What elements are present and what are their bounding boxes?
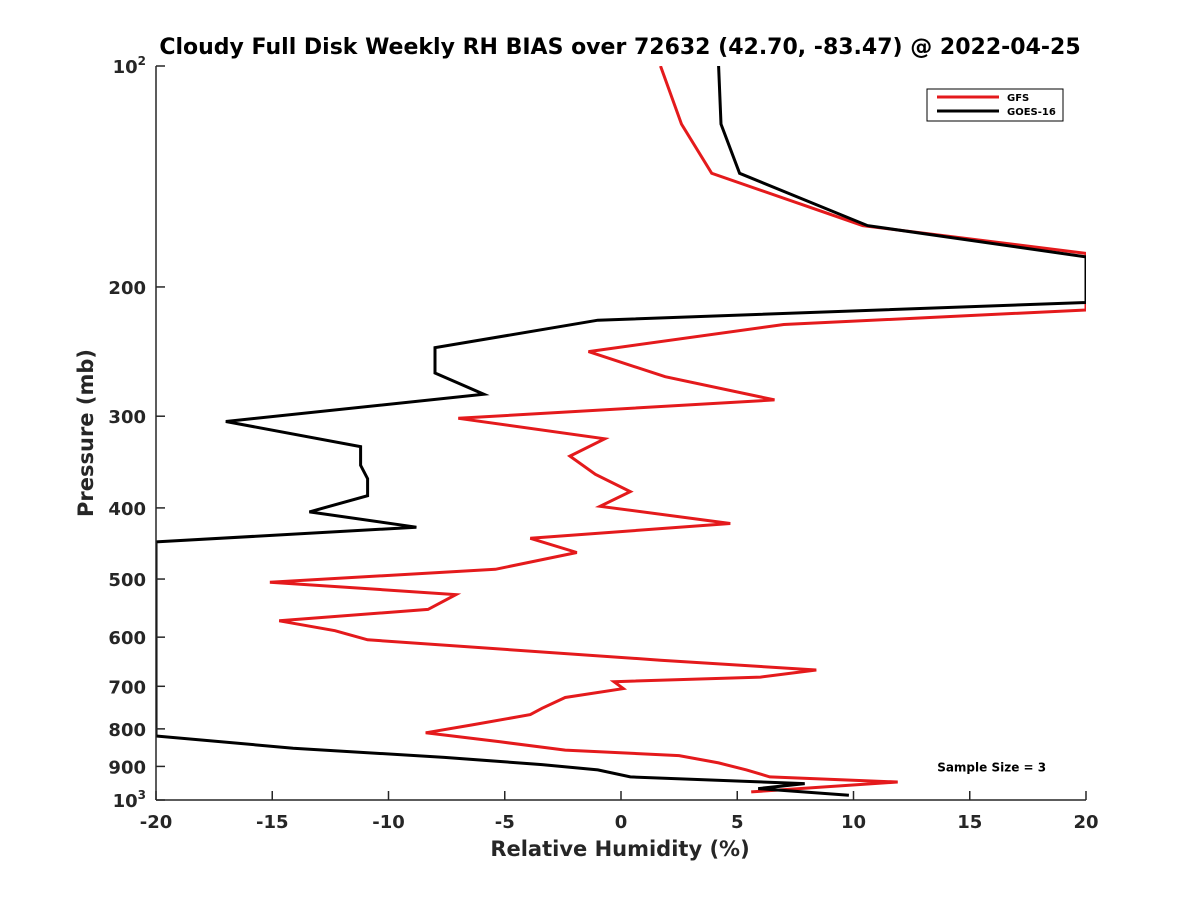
- y-tick-label: 102: [113, 54, 146, 78]
- x-tick-label: 10: [841, 812, 866, 833]
- x-tick-label: 5: [731, 812, 744, 833]
- x-tick-label: -15: [256, 812, 289, 833]
- legend-label: GFS: [1007, 93, 1029, 104]
- x-tick-label: -5: [495, 812, 515, 833]
- y-tick-label: 600: [108, 628, 146, 649]
- x-tick-label: -10: [372, 812, 405, 833]
- y-tick-label: 500: [108, 570, 146, 591]
- y-tick-label: 800: [108, 720, 146, 741]
- y-tick-label: 900: [108, 757, 146, 778]
- y-tick-label: 700: [108, 677, 146, 698]
- x-tick-label: 0: [615, 812, 628, 833]
- y-tick-label: 300: [108, 407, 146, 428]
- series-line-goes-16: [156, 66, 1086, 797]
- y-tick-label: 400: [108, 499, 146, 520]
- y-tick-label: 200: [108, 278, 146, 299]
- legend-label: GOES-16: [1007, 107, 1056, 118]
- chart-title: Cloudy Full Disk Weekly RH BIAS over 726…: [159, 35, 1080, 60]
- plot-area: -20 -15 -10 -5 0 5 10 15 20 102 200 300 400 500 600 700…: [108, 54, 1098, 833]
- x-axis-label: Relative Humidity (%): [490, 837, 749, 861]
- x-tick-label: -20: [140, 812, 173, 833]
- sample-size-annotation: Sample Size = 3: [937, 760, 1046, 774]
- series-line-gfs: [269, 66, 1086, 794]
- y-axis-label: Pressure (mb): [74, 349, 98, 517]
- legend-box: [926, 88, 1064, 122]
- y-tick-label: 103: [113, 788, 146, 812]
- legend: GFS GOES-16: [926, 88, 1064, 122]
- x-tick-label: 15: [957, 812, 982, 833]
- x-tick-label: 20: [1073, 812, 1098, 833]
